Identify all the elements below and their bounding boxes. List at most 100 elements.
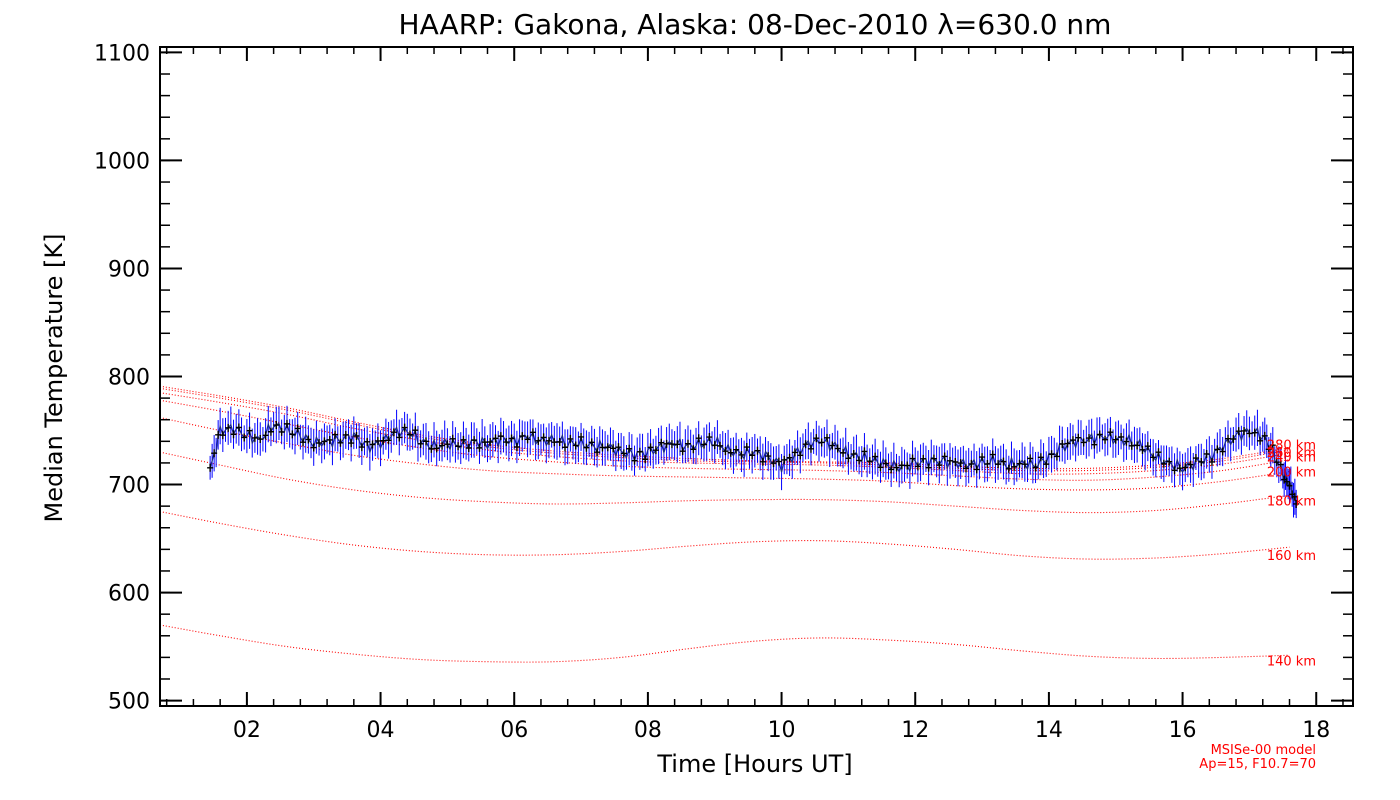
data-point-marker bbox=[267, 427, 274, 436]
data-point-marker bbox=[856, 456, 863, 465]
data-point-marker bbox=[668, 440, 675, 449]
altitude-label: 280 km bbox=[1267, 439, 1316, 454]
data-point-marker bbox=[1032, 463, 1039, 472]
data-point-marker bbox=[219, 431, 226, 440]
data-point-marker bbox=[861, 447, 868, 456]
data-point-marker bbox=[930, 454, 937, 463]
data-point-marker bbox=[583, 443, 590, 452]
data-point-marker bbox=[1118, 432, 1125, 441]
data-point-marker bbox=[401, 423, 408, 432]
data-point-marker bbox=[396, 433, 403, 442]
data-point-marker bbox=[1064, 439, 1071, 448]
data-point-marker bbox=[310, 443, 317, 452]
model-curve-160-km bbox=[159, 511, 1290, 560]
data-point-marker bbox=[417, 439, 424, 448]
data-point-marker bbox=[1261, 431, 1268, 440]
data-point-marker bbox=[1269, 441, 1276, 450]
data-point-marker bbox=[840, 448, 847, 457]
data-point-marker bbox=[300, 438, 307, 447]
data-point-marker bbox=[791, 448, 798, 457]
data-point-marker bbox=[968, 459, 975, 468]
error-bar-layer bbox=[209, 405, 1297, 519]
data-point-marker bbox=[390, 428, 397, 437]
data-point-marker bbox=[1155, 448, 1162, 457]
data-point-marker bbox=[679, 447, 686, 456]
data-point-marker bbox=[909, 454, 916, 463]
data-point-marker bbox=[1198, 457, 1205, 466]
data-point-marker bbox=[439, 441, 446, 450]
altitude-label: 200 km bbox=[1267, 466, 1316, 481]
data-point-marker bbox=[1160, 459, 1167, 468]
x-tick-label: 04 bbox=[367, 718, 395, 743]
data-point-marker bbox=[684, 439, 691, 448]
data-point-marker bbox=[797, 451, 804, 460]
data-point-marker bbox=[235, 423, 242, 432]
data-point-marker bbox=[556, 438, 563, 446]
data-point-marker bbox=[781, 455, 788, 464]
data-point-marker bbox=[1021, 460, 1028, 469]
data-point-marker bbox=[754, 446, 761, 455]
data-point-marker bbox=[364, 437, 371, 446]
data-point-marker bbox=[984, 459, 991, 468]
data-point-marker bbox=[513, 442, 520, 451]
data-point-marker bbox=[1107, 428, 1114, 437]
data-point-marker bbox=[1273, 458, 1280, 467]
data-point-marker bbox=[449, 434, 456, 443]
data-point-marker bbox=[433, 444, 440, 453]
data-point-marker bbox=[225, 423, 232, 432]
data-point-marker bbox=[337, 438, 344, 447]
data-point-marker bbox=[658, 438, 665, 447]
x-tick-label: 12 bbox=[901, 718, 929, 743]
data-point-marker bbox=[995, 460, 1002, 469]
data-point-marker bbox=[519, 432, 526, 441]
data-point-marker bbox=[647, 443, 654, 452]
x-tick-label: 06 bbox=[500, 718, 528, 743]
x-axis-label: Time [Hours UT] bbox=[656, 750, 852, 778]
y-tick-label: 1100 bbox=[94, 41, 150, 66]
data-point-marker bbox=[706, 433, 713, 442]
data-point-marker bbox=[1144, 442, 1151, 451]
data-point-marker bbox=[925, 463, 932, 472]
data-point-marker bbox=[674, 440, 681, 449]
data-point-marker bbox=[1241, 426, 1248, 435]
data-point-marker bbox=[882, 459, 889, 468]
data-point-marker bbox=[770, 459, 777, 468]
data-point-marker bbox=[524, 435, 531, 444]
altitude-label: 160 km bbox=[1267, 549, 1316, 564]
y-tick-label: 600 bbox=[108, 582, 150, 607]
data-point-marker bbox=[722, 447, 729, 456]
data-point-marker bbox=[289, 430, 296, 439]
data-point-marker bbox=[487, 438, 494, 447]
data-point-marker bbox=[278, 427, 285, 436]
data-point-marker bbox=[1171, 466, 1178, 475]
x-tick-label: 10 bbox=[768, 718, 796, 743]
data-point-marker bbox=[1086, 434, 1092, 443]
data-point-marker bbox=[604, 443, 611, 452]
altitude-label: 260 km bbox=[1267, 446, 1316, 461]
data-point-marker bbox=[471, 436, 478, 445]
data-point-marker bbox=[251, 433, 258, 442]
data-point-marker bbox=[898, 461, 905, 470]
data-point-marker bbox=[1091, 440, 1098, 449]
data-point-marker bbox=[1192, 454, 1199, 463]
data-point-marker bbox=[412, 426, 419, 435]
data-point-marker bbox=[941, 452, 948, 461]
measured-series-line bbox=[209, 421, 1297, 505]
data-point-marker bbox=[1027, 454, 1034, 463]
data-point-marker bbox=[444, 440, 451, 449]
altitude-label: 240 km bbox=[1267, 450, 1316, 465]
data-point-marker bbox=[631, 456, 638, 465]
data-point-marker bbox=[406, 430, 413, 439]
data-point-marker bbox=[888, 465, 895, 474]
data-point-marker bbox=[545, 436, 552, 445]
data-point-marker bbox=[1037, 453, 1044, 462]
data-point-marker bbox=[1293, 499, 1300, 508]
data-point-marker bbox=[957, 459, 964, 468]
data-point-marker bbox=[562, 443, 569, 452]
data-point-marker bbox=[877, 463, 884, 472]
data-point-marker bbox=[380, 436, 387, 445]
x-tick-label: 02 bbox=[233, 718, 261, 743]
y-tick-label: 700 bbox=[108, 474, 150, 499]
plot-frame bbox=[159, 46, 1354, 707]
x-tick-label: 14 bbox=[1035, 718, 1063, 743]
